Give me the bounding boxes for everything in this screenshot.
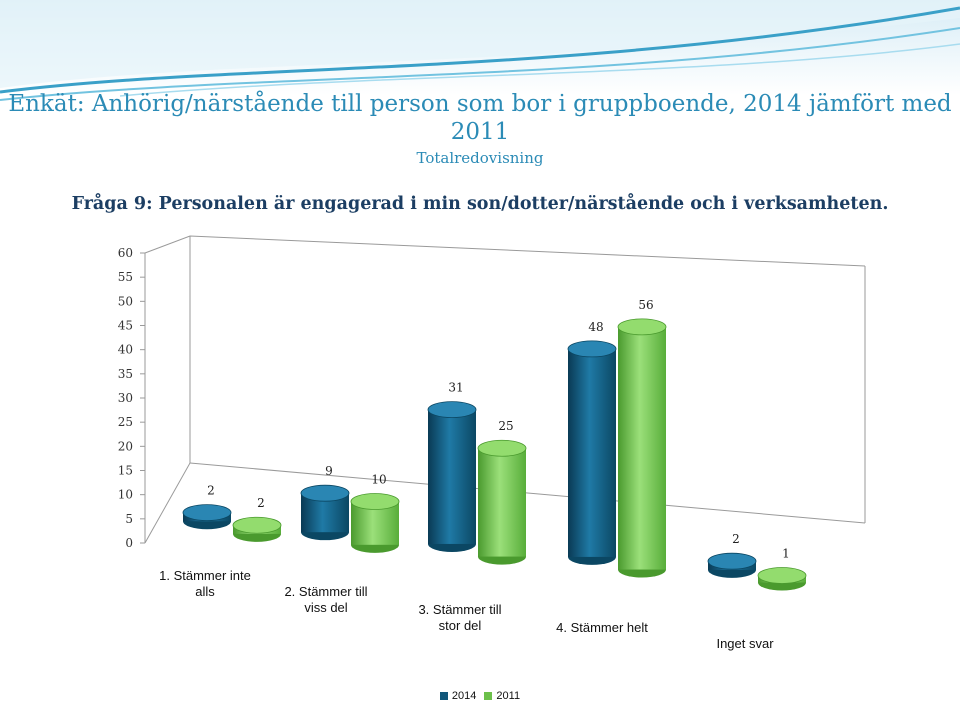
data-label-2011-5: 1 bbox=[782, 547, 790, 561]
y-tick-label: 50 bbox=[118, 294, 133, 308]
legend-label-2014: 2014 bbox=[451, 690, 477, 702]
category-label-4: 4. Stämmer helt bbox=[556, 620, 648, 635]
bar-body bbox=[618, 326, 666, 570]
category-label-line: alls bbox=[195, 584, 215, 599]
bar-2011-2 bbox=[350, 493, 400, 553]
data-label-2011-4: 56 bbox=[638, 298, 653, 312]
header-decoration bbox=[0, 0, 960, 101]
category-label-line: stor del bbox=[439, 618, 482, 633]
bar-top bbox=[300, 484, 350, 502]
bar-body bbox=[428, 409, 476, 544]
y-tick-label: 20 bbox=[118, 439, 133, 453]
data-label-2014-5: 2 bbox=[732, 532, 740, 546]
bar-top bbox=[232, 516, 282, 534]
bar-top bbox=[350, 493, 400, 510]
data-label-2011-3: 25 bbox=[498, 419, 513, 433]
bar-2011-1 bbox=[232, 516, 282, 542]
legend-item-2014: 2014 bbox=[439, 690, 477, 702]
data-label-2011-1: 2 bbox=[257, 496, 265, 510]
bar-body bbox=[568, 348, 616, 557]
y-tick-label: 0 bbox=[125, 536, 133, 550]
data-label-2011-2: 10 bbox=[371, 472, 386, 486]
bar-top bbox=[567, 340, 617, 358]
data-label-2014-2: 9 bbox=[325, 464, 333, 478]
legend: 2014 2011 bbox=[0, 690, 960, 702]
y-tick-label: 35 bbox=[118, 367, 133, 381]
y-tick-label: 10 bbox=[118, 488, 133, 502]
bar-2011-4 bbox=[617, 318, 667, 578]
category-label-3: 3. Stämmer till stor del bbox=[418, 602, 501, 633]
bar-2014-1 bbox=[182, 504, 232, 530]
legend-swatch-2014 bbox=[439, 692, 448, 700]
category-label-line: 3. Stämmer till bbox=[418, 602, 501, 617]
chart-title: Enkät: Anhörig/närstående till person so… bbox=[8, 91, 952, 145]
wall-top-edge bbox=[144, 235, 866, 267]
bar-top bbox=[477, 439, 527, 457]
y-tick-label: 45 bbox=[118, 319, 133, 333]
floor-left-edge bbox=[144, 462, 191, 544]
bar-top bbox=[182, 504, 232, 521]
y-tick-label: 15 bbox=[118, 464, 133, 478]
bar-top bbox=[427, 401, 477, 419]
y-tick-label: 60 bbox=[118, 246, 133, 260]
category-label-5: Inget svar bbox=[716, 636, 774, 651]
bar-top bbox=[707, 552, 757, 570]
bar-chart: 0 5 10 15 20 25 30 35 40 45 50 55 60 2 2 9 10 31 25 48 56 2 1… bbox=[118, 235, 866, 651]
category-label-line: 4. Stämmer helt bbox=[556, 620, 648, 635]
y-tick-label: 25 bbox=[118, 415, 133, 429]
category-label-1: 1. Stämmer inte alls bbox=[159, 568, 251, 599]
bar-top bbox=[757, 567, 807, 584]
category-label-line: viss del bbox=[304, 600, 347, 615]
y-tick-label: 5 bbox=[125, 512, 133, 526]
y-tick-label: 55 bbox=[118, 270, 133, 284]
legend-item-2011: 2011 bbox=[484, 690, 520, 702]
category-label-line: Inget svar bbox=[716, 636, 774, 651]
chart-subtitle: Totalredovisning bbox=[416, 149, 544, 167]
bar-body bbox=[478, 448, 526, 557]
question-text: Fråga 9: Personalen är engagerad i min s… bbox=[71, 194, 889, 214]
bar-2014-3 bbox=[427, 401, 477, 552]
y-tick-label: 40 bbox=[118, 343, 133, 357]
y-tick-label: 30 bbox=[118, 391, 133, 405]
data-label-2014-4: 48 bbox=[588, 320, 603, 334]
legend-swatch-2011 bbox=[484, 692, 493, 700]
bar-top bbox=[617, 318, 667, 336]
y-axis-ticks: 0 5 10 15 20 25 30 35 40 45 50 55 60 bbox=[118, 246, 145, 550]
bar-2011-3 bbox=[477, 439, 527, 565]
bar-2014-4 bbox=[567, 340, 617, 565]
bar-2014-2 bbox=[300, 484, 350, 541]
category-label-line: 2. Stämmer till bbox=[284, 584, 367, 599]
title-block: Enkät: Anhörig/närstående till person so… bbox=[0, 90, 960, 168]
category-label-2: 2. Stämmer till viss del bbox=[284, 584, 367, 615]
data-label-2014-3: 31 bbox=[448, 381, 463, 395]
bar-2011-5 bbox=[757, 567, 807, 591]
data-labels: 2 2 9 10 31 25 48 56 2 1 bbox=[207, 298, 790, 561]
back-wall-bottom-edge bbox=[189, 462, 866, 524]
data-label-2014-1: 2 bbox=[207, 484, 215, 498]
bar-2014-5 bbox=[707, 552, 757, 578]
category-label-line: 1. Stämmer inte bbox=[159, 568, 251, 583]
category-labels: 1. Stämmer inte alls 2. Stämmer till viss d… bbox=[159, 568, 774, 651]
legend-label-2011: 2011 bbox=[496, 690, 521, 702]
chart-bars bbox=[182, 318, 807, 591]
